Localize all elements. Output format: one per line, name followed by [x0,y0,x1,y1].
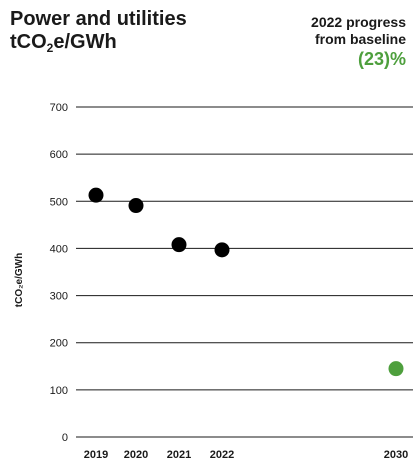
y-tick-labels: 0 100 200 300 400 500 600 700 [50,102,68,444]
gridlines [76,106,413,438]
data-points [88,187,404,377]
y-axis-label: tCO₂e/GWh [14,253,25,307]
y-tick-label: 500 [50,196,68,208]
progress-summary: 2022 progress from baseline (23)% [311,14,406,70]
y-tick-label: 100 [50,385,68,397]
y-tick-label: 400 [50,243,68,255]
y-tick-label: 600 [50,149,68,161]
data-point-2030 [388,361,404,377]
title-unit-suffix: e/GWh [53,31,117,53]
y-tick-label: 700 [50,102,68,114]
data-point-2021 [171,237,187,253]
x-tick-label: 2020 [124,449,148,461]
title-unit-prefix: tCO [10,31,47,53]
x-tick-label: 2030 [384,449,408,461]
chart-title: Power and utilities tCO2e/GWh [10,8,187,60]
x-tick-label: 2019 [84,449,108,461]
data-point-2020 [128,198,144,214]
x-tick-labels: 2019 2020 2021 2022 2030 [84,449,408,461]
y-tick-label: 0 [62,432,68,444]
data-point-2019 [88,187,104,203]
progress-value: (23)% [357,49,406,69]
y-tick-label: 200 [50,338,68,350]
chart-title-line1: Power and utilities [10,8,187,30]
x-tick-label: 2021 [167,449,191,461]
y-tick-label: 300 [50,291,68,303]
chart-title-line2: tCO2e/GWh [10,31,187,60]
title-unit-subscript: 2 [46,41,54,55]
progress-label-line1: 2022 progress [311,14,406,30]
x-tick-label: 2022 [210,449,234,461]
progress-label-line2: from baseline [314,31,406,47]
data-point-2022 [214,242,230,258]
